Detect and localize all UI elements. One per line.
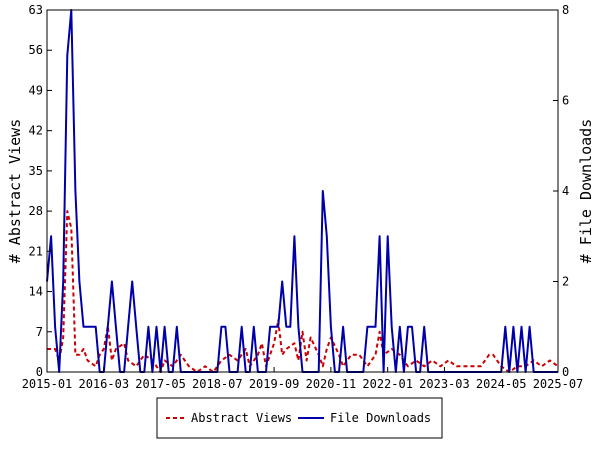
x-axis-tick-label: 2018-07 — [192, 377, 243, 391]
right-axis-tick-label: 4 — [562, 184, 569, 198]
x-axis-tick-label: 2016-03 — [78, 377, 129, 391]
left-axis-tick-label: 0 — [36, 365, 43, 379]
axis-layer: 0 7 14 21 28 35 42 49 56 63 0 2 4 6 8 2015-01 2016-03 201… — [22, 3, 584, 391]
left-axis-tick-label: 35 — [29, 164, 43, 178]
left-axis-tick-label: 28 — [29, 204, 43, 218]
left-axis-tick-label: 49 — [29, 83, 43, 97]
legend-label-file-downloads: File Downloads — [330, 411, 431, 425]
left-axis-tick-label: 56 — [29, 43, 43, 57]
left-axis-tick-label: 14 — [29, 285, 43, 299]
right-axis-tick-label: 2 — [562, 275, 569, 289]
x-axis-tick-label: 2019-09 — [249, 377, 300, 391]
plot-area — [47, 10, 558, 372]
x-axis-tick-label: 2024-05 — [476, 377, 527, 391]
x-axis-tick-label: 2025-07 — [533, 377, 584, 391]
right-axis-title: # File Downloads — [577, 119, 595, 264]
x-axis-tick-label: 2015-01 — [22, 377, 73, 391]
right-axis-tick-label: 8 — [562, 3, 569, 17]
x-axis-tick-label: 2023-03 — [419, 377, 470, 391]
right-axis-tick-label: 0 — [562, 365, 569, 379]
x-axis-tick-label: 2017-05 — [135, 377, 186, 391]
legend-label-abstract-views: Abstract Views — [191, 411, 292, 425]
legend: Abstract Views File Downloads — [156, 397, 443, 439]
left-axis-tick-label: 42 — [29, 124, 43, 138]
left-axis-tick-label: 7 — [36, 325, 43, 339]
left-axis-tick-label: 21 — [29, 244, 43, 258]
series-line-abstract-views — [47, 210, 559, 373]
left-axis-title: # Abstract Views — [6, 119, 24, 264]
left-axis-tick-label: 63 — [29, 3, 43, 17]
right-axis-tick-label: 6 — [562, 94, 569, 108]
x-axis-tick-label: 2020-11 — [306, 377, 357, 391]
x-axis-tick-label: 2022-01 — [362, 377, 413, 391]
